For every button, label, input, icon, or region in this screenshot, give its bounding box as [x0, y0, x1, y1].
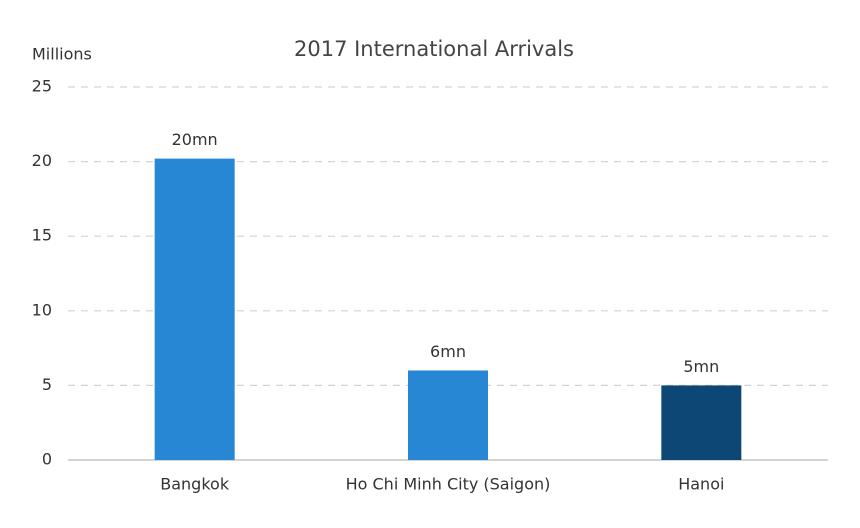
y-axis-label: Millions [32, 45, 92, 64]
y-tick-label: 15 [32, 226, 52, 245]
y-tick-label: 20 [32, 151, 52, 170]
y-tick-label: 10 [32, 300, 52, 319]
bar [408, 370, 488, 460]
x-tick-label: Hanoi [678, 475, 724, 494]
chart-title: 2017 International Arrivals [294, 37, 574, 61]
x-tick-label: Ho Chi Minh City (Saigon) [346, 475, 551, 494]
bar [661, 385, 742, 460]
value-label: 20mn [172, 130, 218, 149]
y-tick-label: 0 [42, 450, 52, 469]
value-label: 6mn [430, 342, 466, 361]
x-tick-label: Bangkok [160, 475, 230, 494]
bar [154, 158, 235, 460]
value-label: 5mn [683, 357, 719, 376]
y-tick-label: 5 [42, 375, 52, 394]
y-tick-label: 25 [32, 77, 52, 96]
